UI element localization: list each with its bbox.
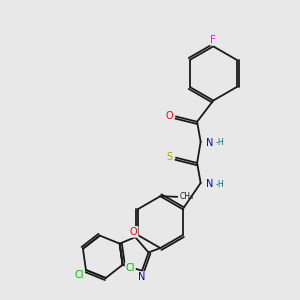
- Text: N: N: [206, 138, 213, 148]
- Text: O: O: [166, 111, 173, 122]
- Text: -H: -H: [216, 180, 225, 189]
- Text: -H: -H: [216, 138, 225, 147]
- Text: Cl: Cl: [75, 270, 84, 280]
- Text: N: N: [138, 272, 146, 282]
- Text: O: O: [130, 227, 138, 237]
- Text: F: F: [211, 35, 216, 45]
- Text: CH₃: CH₃: [179, 192, 193, 201]
- Text: Cl: Cl: [125, 263, 135, 273]
- Text: N: N: [206, 179, 213, 189]
- Text: S: S: [167, 152, 172, 162]
